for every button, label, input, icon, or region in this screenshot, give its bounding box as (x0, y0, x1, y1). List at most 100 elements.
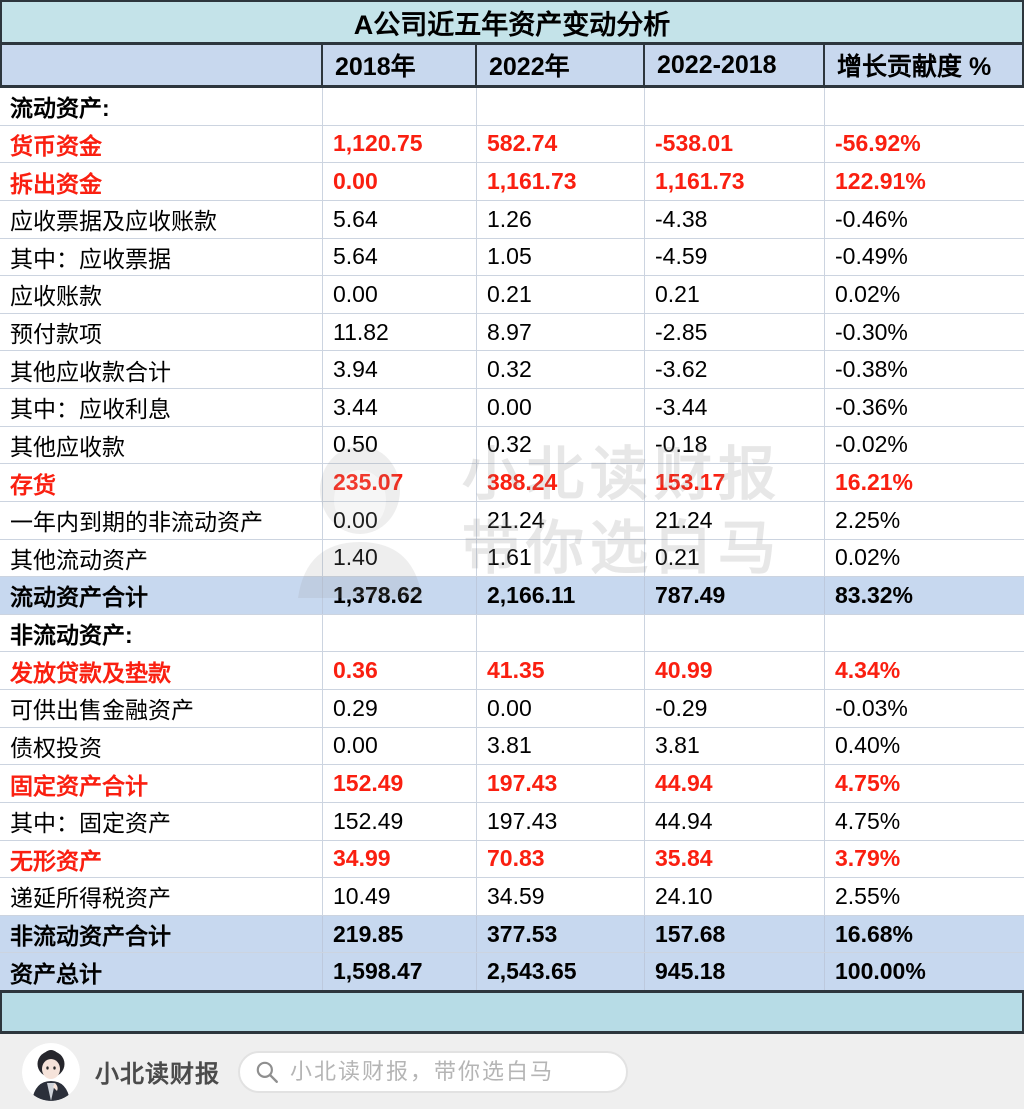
cell-value: 1,120.75 (323, 125, 477, 163)
row-label: 应收票据及应收账款 (0, 200, 323, 238)
header-cell-blank (2, 45, 323, 85)
table-row: 流动资产: (0, 88, 1024, 126)
table-row: 存货 235.07 388.24 153.17 16.21% (0, 464, 1024, 502)
cell-value: 0.21 (477, 276, 645, 313)
brand-name: 小北读财报 (95, 1061, 220, 1088)
search-box[interactable] (238, 1050, 628, 1093)
table-row: 一年内到期的非流动资产 0.00 21.24 21.24 2.25% (0, 501, 1024, 540)
cell-value: -538.01 (645, 125, 825, 163)
cell-value: 0.32 (477, 351, 645, 388)
header-cell-2018: 2018年 (323, 45, 477, 85)
cell-value: 41.35 (477, 652, 645, 689)
table-title: A公司近五年资产变动分析 (0, 0, 1024, 45)
bottom-cyan-band (0, 990, 1024, 1034)
cell-value: 1,598.47 (323, 953, 477, 990)
row-label: 其中：固定资产 (0, 802, 323, 840)
cell-value (477, 88, 645, 125)
cell-value (645, 88, 825, 125)
cell-value: 0.29 (323, 690, 477, 727)
cell-value: 10.49 (323, 878, 477, 915)
cell-value: 5.64 (323, 200, 477, 238)
table-row: 预付款项 11.82 8.97 -2.85 -0.30% (0, 313, 1024, 352)
cell-value: 153.17 (645, 464, 825, 501)
cell-value (323, 88, 477, 125)
cell-value: 0.00 (323, 163, 477, 200)
table-row: 发放贷款及垫款 0.36 41.35 40.99 4.34% (0, 652, 1024, 690)
table-row: 债权投资 0.00 3.81 3.81 0.40% (0, 727, 1024, 766)
cell-value: 24.10 (645, 878, 825, 915)
row-label: 流动资产: (0, 88, 323, 125)
cell-value (825, 615, 1024, 652)
table-row: 其他应收款 0.50 0.32 -0.18 -0.02% (0, 426, 1024, 465)
cell-value: 197.43 (477, 802, 645, 840)
table-row: 非流动资产: (0, 614, 1024, 653)
table-row: 可供出售金融资产 0.29 0.00 -0.29 -0.03% (0, 690, 1024, 728)
cell-value: 8.97 (477, 313, 645, 351)
cell-value: 4.75% (835, 770, 901, 797)
cell-value: 1.61 (477, 539, 645, 577)
cell-value: 0.40% (835, 732, 901, 759)
cell-value: 1.40 (323, 539, 477, 577)
row-label: 债权投资 (0, 727, 323, 765)
cell-value: 787.49 (645, 577, 825, 614)
cell-value: 945.18 (645, 953, 825, 990)
row-label: 发放贷款及垫款 (0, 652, 323, 689)
table-row: 其他应收款合计 3.94 0.32 -3.62 -0.38% (0, 351, 1024, 389)
table-row: 其他流动资产 1.40 1.61 0.21 0.02% (0, 539, 1024, 578)
cell-value: 152.49 (323, 765, 477, 802)
cell-value: -56.92% (835, 130, 921, 157)
cell-value (645, 614, 825, 652)
cell-value: 35.84 (645, 840, 825, 878)
row-label: 其他应收款合计 (0, 351, 323, 388)
table-row: 其中：固定资产 152.49 197.43 44.94 4.75% (0, 802, 1024, 841)
cell-value: 1.05 (477, 238, 645, 276)
cell-value: 4.34% (835, 657, 901, 684)
cell-value: -4.59 (645, 238, 825, 276)
cell-value: 70.83 (477, 840, 645, 878)
cell-value: 2,166.11 (477, 577, 645, 614)
cell-value: -0.03% (835, 694, 908, 721)
cell-value: 0.00 (477, 389, 645, 426)
cell-value: 21.24 (477, 501, 645, 539)
cell-value: 40.99 (645, 652, 825, 689)
table-row: 资产总计 1,598.47 2,543.65 945.18 100.00% (0, 953, 1024, 990)
cell-value: 1,378.62 (323, 577, 477, 614)
search-input[interactable] (290, 1058, 610, 1085)
cell-value (323, 614, 477, 652)
cell-value: 3.79% (835, 845, 901, 872)
header-cell-contribution: 增长贡献度 % (837, 53, 992, 81)
cell-value: 3.44 (323, 389, 477, 426)
row-label: 非流动资产: (0, 614, 323, 652)
cell-value: 0.36 (323, 652, 477, 689)
cell-value: 0.21 (645, 276, 825, 313)
cell-value: 4.75% (835, 807, 901, 834)
cell-value: 0.02% (835, 280, 901, 307)
cell-value: 5.64 (323, 238, 477, 276)
cell-value: 16.21% (835, 469, 914, 496)
cell-value: 0.00 (323, 727, 477, 765)
cell-value: 3.94 (323, 351, 477, 388)
row-label: 非流动资产合计 (0, 915, 323, 953)
cell-value: -3.44 (645, 389, 825, 426)
cell-value: -0.18 (645, 426, 825, 464)
cell-value: 219.85 (323, 915, 477, 953)
cell-value: 100.00% (835, 958, 926, 985)
footer-bar: 小北读财报 (0, 1034, 1024, 1109)
cell-value: 157.68 (645, 915, 825, 953)
cell-value: -0.30% (835, 318, 908, 345)
cell-value: 0.50 (323, 426, 477, 464)
table-header-row: 2018年 2022年 2022-2018 增长贡献度 % (0, 45, 1024, 88)
cell-value: 235.07 (323, 464, 477, 501)
cell-value: 152.49 (323, 802, 477, 840)
cell-value: 44.94 (645, 802, 825, 840)
cell-value: 1.26 (477, 200, 645, 238)
cell-value: 0.21 (645, 539, 825, 577)
row-label: 其中：应收利息 (0, 389, 323, 426)
table-row: 递延所得税资产 10.49 34.59 24.10 2.55% (0, 878, 1024, 916)
cell-value: 0.32 (477, 426, 645, 464)
cell-value: 3.81 (477, 727, 645, 765)
brand-avatar[interactable] (22, 1042, 80, 1101)
table-row: 无形资产 34.99 70.83 35.84 3.79% (0, 840, 1024, 879)
row-label: 一年内到期的非流动资产 (0, 501, 323, 539)
cell-value: -4.38 (645, 200, 825, 238)
